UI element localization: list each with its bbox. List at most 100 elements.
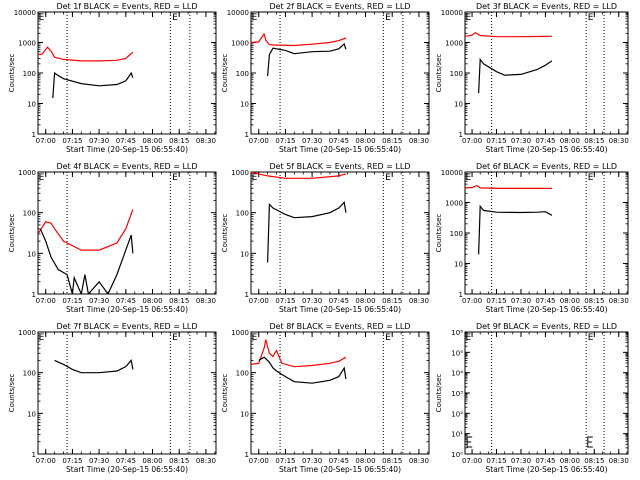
- detector-panel: Det 7f BLACK = Events, RED = LLD 1 10 100 10…: [8, 322, 217, 474]
- y-tick-label: 100: [236, 370, 249, 378]
- chart-title: Det 5f BLACK = Events, RED = LLD: [269, 162, 410, 171]
- plot-frame: [250, 331, 430, 455]
- y-tick-label: 10: [240, 410, 249, 418]
- chart-title: Det 3f BLACK = Events, RED = LLD: [476, 2, 617, 11]
- y-tick-label: 10000: [441, 9, 463, 17]
- y-tick-label: 1: [32, 451, 36, 459]
- x-tick-label: 08:00: [560, 137, 580, 145]
- x-axis-label: Start Time (20-Sep-15 06:55:40): [279, 465, 401, 474]
- lld-rate-line: [251, 32, 347, 47]
- x-axis-label: Start Time (20-Sep-15 06:55:40): [486, 305, 608, 314]
- event-marker-label: E: [385, 333, 391, 343]
- y-tick-label: 10000: [227, 9, 249, 17]
- lld-rate-line: [251, 339, 347, 368]
- detector-panel: Det 5f BLACK = Events, RED = LLD 1 10 100 10…: [221, 162, 430, 314]
- y-tick-label: 10⁶: [451, 329, 463, 337]
- x-axis-label: Start Time (20-Sep-15 06:55:40): [66, 305, 188, 314]
- x-tick-label: 07:00: [462, 457, 482, 465]
- event-marker-label: E: [385, 173, 391, 183]
- y-tick-label: 1000: [18, 40, 36, 48]
- x-tick-label: 07:15: [486, 297, 506, 305]
- x-tick-label: 07:30: [511, 297, 531, 305]
- x-tick-label: 08:15: [382, 137, 402, 145]
- y-tick-label: 10: [27, 410, 36, 418]
- event-marker-label: E: [466, 333, 472, 343]
- x-tick-label: 07:45: [535, 137, 555, 145]
- x-axis-label: Start Time (20-Sep-15 06:55:40): [486, 465, 608, 474]
- detector-panel: Det 4f BLACK = Events, RED = LLD 1 10 100 10…: [8, 162, 217, 314]
- y-tick-label: 100: [23, 70, 36, 78]
- x-tick-label: 08:30: [409, 297, 429, 305]
- event-marker-label: E: [252, 13, 258, 23]
- event-marker-label: E: [252, 173, 258, 183]
- x-tick-label: 08:15: [584, 137, 604, 145]
- x-tick-label: 07:30: [302, 137, 322, 145]
- x-tick-label: 08:15: [169, 297, 189, 305]
- y-tick-label: 10000: [441, 169, 463, 177]
- empty-data-glyph: [466, 436, 473, 448]
- x-axis-label: Start Time (20-Sep-15 06:55:40): [486, 145, 608, 154]
- y-tick-label: 100: [236, 210, 249, 218]
- y-tick-label: 1: [32, 131, 36, 139]
- y-axis-label: Counts/sec: [435, 214, 443, 253]
- plot-frame: [37, 171, 217, 295]
- y-tick-label: 1: [245, 451, 249, 459]
- y-tick-label: 10⁰: [451, 451, 463, 459]
- detector-panel: Det 3f BLACK = Events, RED = LLD 1 10 100 10…: [435, 2, 629, 154]
- lld-rate-line: [38, 46, 134, 62]
- event-marker-label: E: [172, 333, 178, 343]
- y-tick-label: 10¹: [451, 431, 463, 439]
- plot-frame: [37, 11, 217, 135]
- x-tick-label: 08:00: [355, 137, 375, 145]
- x-tick-label: 07:00: [36, 297, 56, 305]
- x-tick-label: 07:00: [462, 297, 482, 305]
- event-marker-label: E: [466, 173, 472, 183]
- event-marker-label: E: [39, 333, 45, 343]
- y-tick-label: 1000: [231, 329, 249, 337]
- y-tick-label: 100: [450, 70, 463, 78]
- y-tick-label: 1000: [18, 329, 36, 337]
- y-axis-label: Counts/sec: [8, 214, 16, 253]
- x-tick-label: 08:30: [409, 137, 429, 145]
- x-tick-label: 08:15: [584, 457, 604, 465]
- y-axis-label: Counts/sec: [435, 54, 443, 93]
- x-tick-label: 07:15: [62, 457, 82, 465]
- x-tick-label: 07:30: [302, 457, 322, 465]
- x-tick-label: 07:15: [62, 137, 82, 145]
- y-tick-label: 10: [27, 101, 36, 109]
- event-marker-label: E: [588, 13, 594, 23]
- x-tick-label: 08:30: [196, 297, 216, 305]
- x-tick-label: 08:30: [196, 137, 216, 145]
- y-tick-label: 10: [240, 101, 249, 109]
- y-tick-label: 1: [245, 291, 249, 299]
- chart-title: Det 1f BLACK = Events, RED = LLD: [56, 2, 197, 11]
- y-axis-label: Counts/sec: [8, 54, 16, 93]
- chart-title: Det 4f BLACK = Events, RED = LLD: [56, 162, 197, 171]
- chart-title: Det 2f BLACK = Events, RED = LLD: [269, 2, 410, 11]
- x-tick-label: 07:15: [62, 297, 82, 305]
- x-tick-label: 08:15: [584, 297, 604, 305]
- events-rate-line: [478, 204, 553, 255]
- x-tick-label: 07:15: [486, 137, 506, 145]
- y-axis-label: Counts/sec: [221, 214, 229, 253]
- detector-panel: Det 9f BLACK = Events, RED = LLD 10⁰ 10¹ 10…: [435, 322, 629, 474]
- y-tick-label: 100: [23, 210, 36, 218]
- x-axis-label: Start Time (20-Sep-15 06:55:40): [66, 145, 188, 154]
- detector-panel: Det 6f BLACK = Events, RED = LLD 1 10 100 10…: [435, 162, 629, 314]
- chart-title: Det 7f BLACK = Events, RED = LLD: [56, 322, 197, 331]
- x-tick-label: 07:30: [89, 297, 109, 305]
- x-tick-label: 07:30: [511, 457, 531, 465]
- plot-frame: [464, 171, 629, 295]
- x-tick-label: 07:45: [329, 297, 349, 305]
- y-tick-label: 10: [454, 261, 463, 269]
- y-axis-label: Counts/sec: [221, 54, 229, 93]
- x-tick-label: 07:00: [249, 457, 269, 465]
- y-tick-label: 10³: [451, 390, 463, 398]
- events-rate-line: [267, 42, 347, 77]
- lld-rate-line: [251, 172, 347, 179]
- plot-frame: [464, 11, 629, 135]
- x-tick-label: 08:30: [196, 457, 216, 465]
- event-marker-label: E: [172, 13, 178, 23]
- event-marker-label: E: [466, 13, 472, 23]
- x-tick-label: 08:30: [609, 297, 629, 305]
